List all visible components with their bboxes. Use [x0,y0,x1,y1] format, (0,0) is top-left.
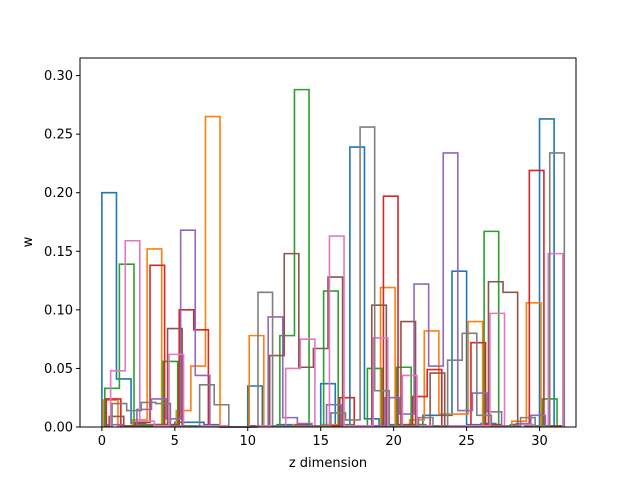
y-tick-label: 0.15 [44,245,73,260]
y-tick-label: 0.10 [44,303,73,318]
y-tick-label: 0.05 [44,362,73,377]
x-axis-label: z dimension [289,456,367,471]
series-4-step-line [105,169,560,428]
series-6-step-line [108,252,563,428]
y-axis: 0.00 0.05 0.10 0.15 0.20 0.25 0.30 [44,69,80,436]
series-5-step-line [106,152,561,428]
series-layer [101,88,566,428]
x-tick-label: 5 [171,434,179,449]
series-7-step-line [109,235,564,428]
axes-frame [79,57,577,428]
y-tick-label: 0.30 [44,69,73,84]
x-tick-label: 25 [458,434,475,449]
y-tick-label: 0.00 [44,421,73,436]
x-tick-label: 30 [531,434,548,449]
series-8-step-line [111,126,566,428]
x-tick-label: 20 [385,434,402,449]
y-tick-label: 0.20 [44,186,73,201]
y-axis-label: w [21,236,36,247]
x-tick-label: 0 [98,434,106,449]
x-tick-label: 15 [312,434,329,449]
x-axis: 0 5 10 15 20 25 30 [98,427,548,449]
series-3-step-line [104,88,558,428]
x-tick-label: 10 [239,434,256,449]
y-tick-label: 0.25 [44,128,73,143]
